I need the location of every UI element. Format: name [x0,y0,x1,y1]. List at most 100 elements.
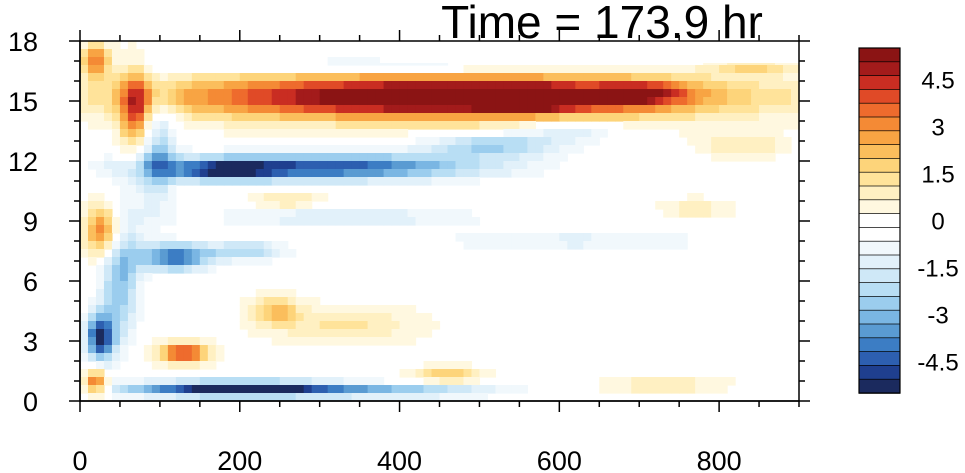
heatmap-cell [519,89,528,98]
heatmap-cell [271,289,281,298]
heatmap-cell [663,89,672,98]
heatmap-cell [191,89,201,98]
heatmap-cell [479,233,489,242]
heatmap-cell [543,129,552,138]
heatmap-cell [135,129,145,138]
heatmap-cell [175,337,185,346]
heatmap-cell [471,137,481,146]
heatmap-cell [351,337,361,346]
heatmap-cell [287,73,297,82]
heatmap-cell [127,129,137,138]
heatmap-cell [711,153,720,162]
heatmap-cell [551,153,560,162]
heatmap-cell [599,385,608,394]
heatmap-cell [751,97,760,106]
heatmap-cell [599,377,608,386]
heatmap-cell [455,217,465,226]
heatmap-cell [263,177,273,186]
heatmap-cell [279,129,289,138]
heatmap-cell [143,121,153,130]
heatmap-cell [463,81,473,90]
heatmap-cell [559,113,568,122]
heatmap-cell [135,137,145,146]
heatmap-cell [719,65,728,74]
heatmap-cell [135,113,145,122]
heatmap-cell [127,257,137,266]
heatmap-cell [215,105,225,114]
heatmap-cell [479,369,489,378]
heatmap-cell [567,233,576,242]
heatmap-cell [599,65,608,74]
heatmap-cell [80,73,89,82]
heatmap-cell [183,169,193,178]
heatmap-cell [159,153,169,162]
heatmap-cell [295,209,305,218]
heatmap-cell [367,129,377,138]
heatmap-cell [695,65,704,74]
heatmap-cell [623,113,632,122]
x-tick-label: 400 [377,446,422,473]
heatmap-cell [655,385,664,394]
heatmap-cell [119,321,129,330]
colorbar-label: 1.5 [921,161,954,188]
heatmap-cell [671,241,680,250]
heatmap-cell [447,89,457,98]
heatmap-cell [167,97,177,106]
heatmap-cell [479,145,489,154]
heatmap-cell [775,121,784,130]
heatmap-cell [359,177,369,186]
heatmap-cell [183,361,193,370]
heatmap-cell [303,145,313,154]
heatmap-cell [535,81,544,90]
heatmap-cell [399,105,409,114]
heatmap-cell [535,137,544,146]
heatmap-cell [407,209,417,218]
heatmap-cell [727,81,736,90]
heatmap-cell [191,257,201,266]
heatmap-cell [287,89,297,98]
heatmap-cell [95,73,105,82]
heatmap-cell [695,377,704,386]
heatmap-cell [375,73,385,82]
heatmap-cell [383,81,393,90]
heatmap-cell [327,97,337,106]
heatmap-cell [695,137,704,146]
heatmap-cell [479,161,489,170]
heatmap-cell [591,89,600,98]
heatmap-cell [143,161,153,170]
heatmap-cell [535,113,544,122]
plot-area [79,40,800,402]
heatmap-cell [479,121,489,130]
heatmap-cell [687,113,696,122]
heatmap-cell [159,137,169,146]
heatmap-cell [143,193,153,202]
heatmap-cell [295,121,305,130]
heatmap-cell [495,113,505,122]
heatmap-cell [431,105,441,114]
heatmap-cell [567,137,576,146]
heatmap-cell [671,121,680,130]
heatmap-cell [311,385,321,394]
heatmap-cell [199,345,209,354]
heatmap-cell [439,81,449,90]
heatmap-cell [159,241,169,250]
heatmap-cell [471,65,481,74]
heatmap-cell [87,73,97,82]
heatmap-cell [135,393,145,402]
heatmap-cell [527,65,536,74]
heatmap-cell [663,97,672,106]
heatmap-cell [727,65,736,74]
heatmap-cell [287,153,297,162]
heatmap-cell [247,241,257,250]
heatmap-cell [127,321,137,330]
heatmap-cell [431,169,441,178]
heatmap-cell [343,321,353,330]
heatmap-cell [751,65,760,74]
heatmap-cell [383,161,393,170]
heatmap-cell [575,65,584,74]
heatmap-cell [719,209,728,218]
heatmap-cell [295,81,305,90]
heatmap-cell [479,89,489,98]
heatmap-cell [119,185,129,194]
heatmap-cell [527,129,536,138]
